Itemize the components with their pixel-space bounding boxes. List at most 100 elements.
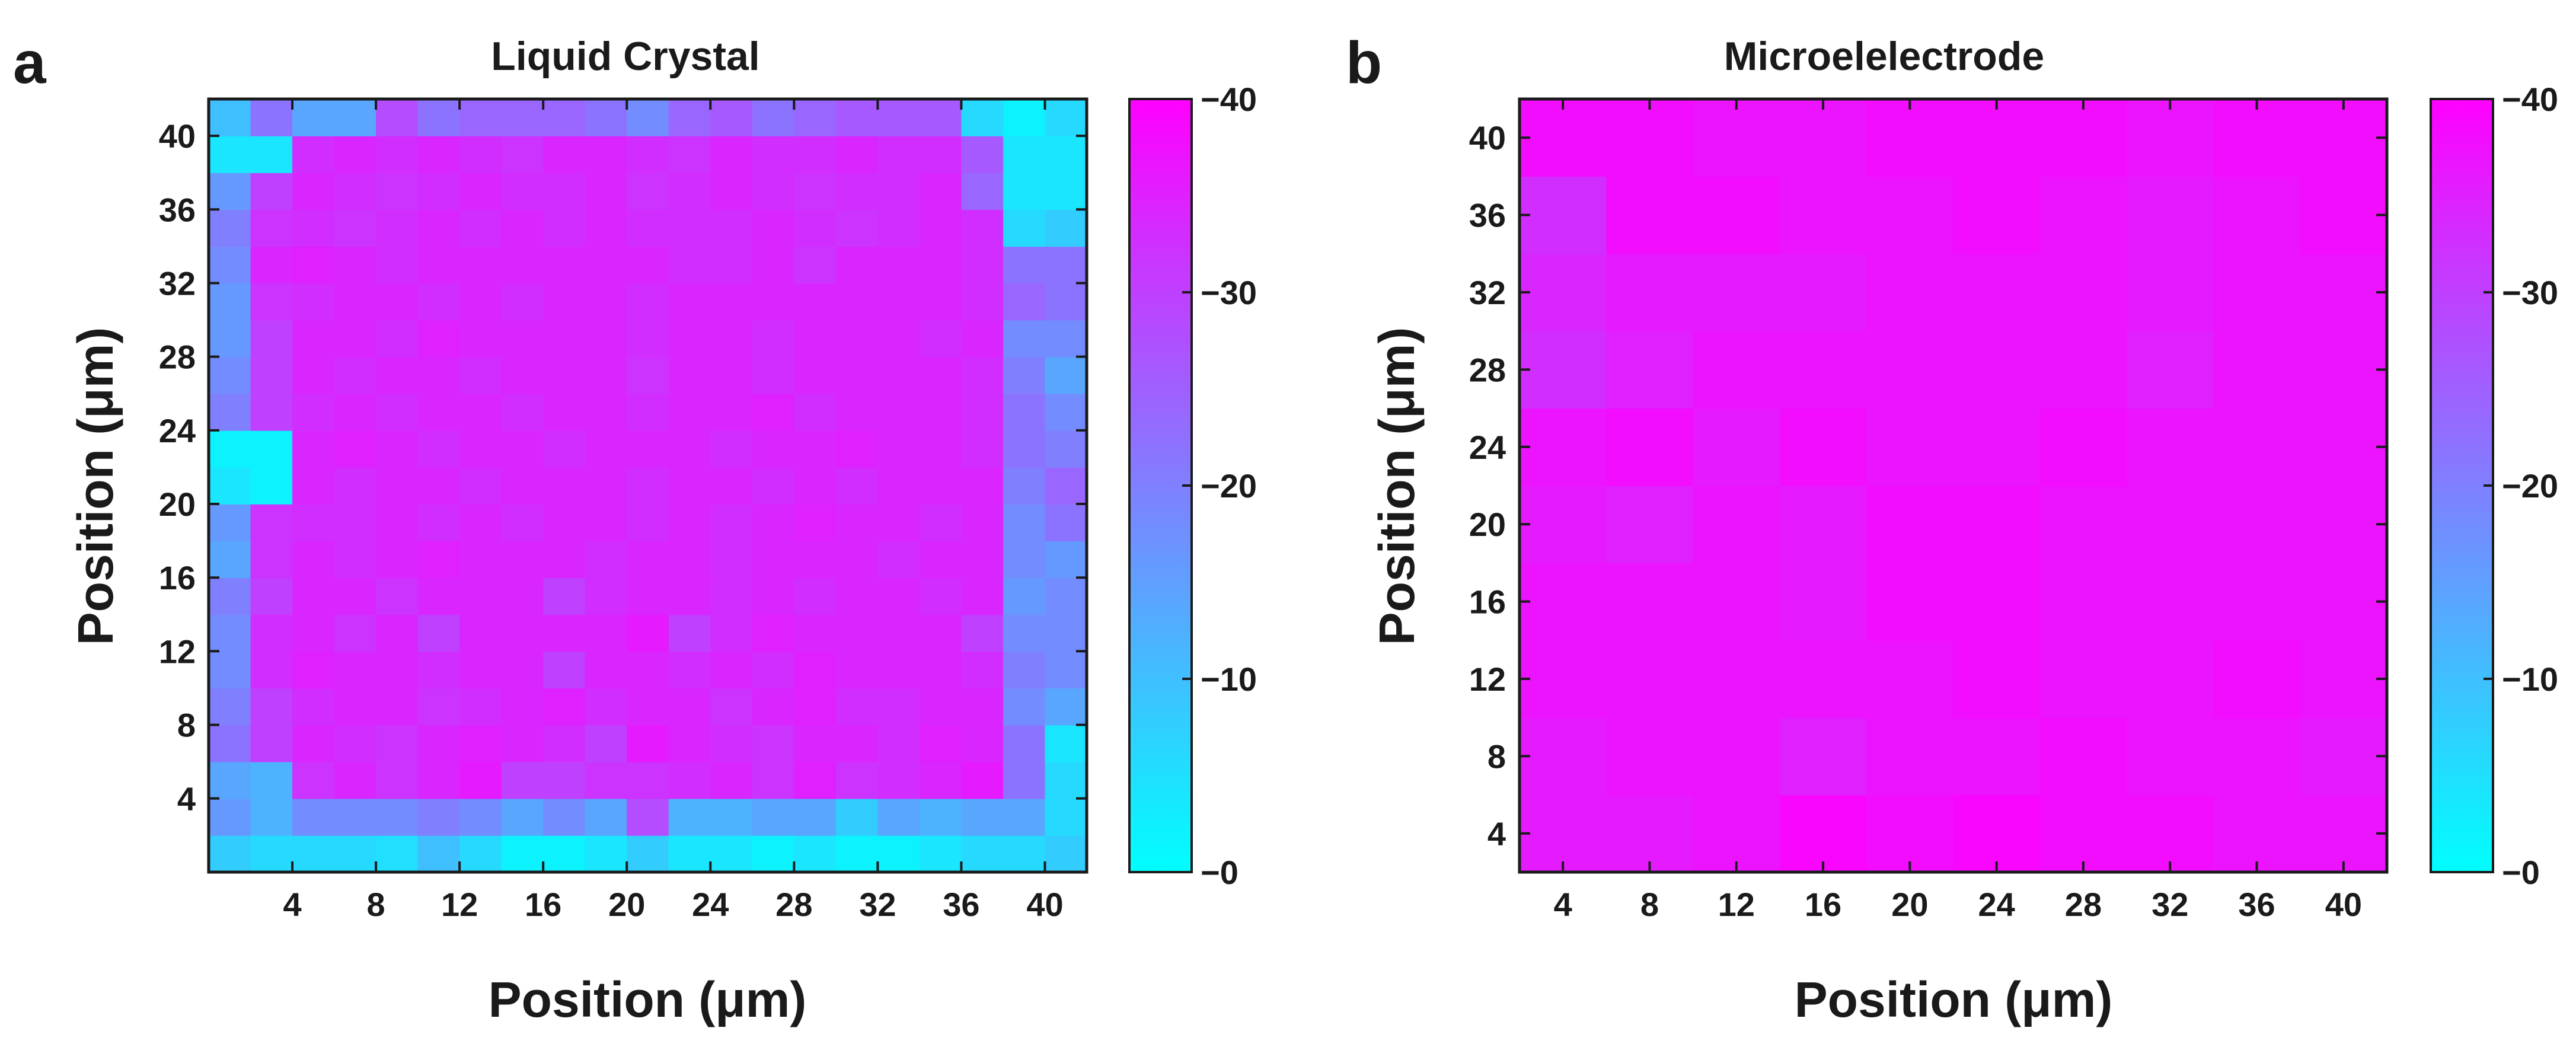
panel-a-y-tick-label: 40 (159, 117, 196, 155)
heatmap-cell (919, 651, 962, 689)
heatmap-cell (417, 467, 460, 505)
panel-b-y-tick-label: 32 (1469, 274, 1506, 311)
heatmap-cell (752, 320, 795, 357)
heatmap-cell (627, 173, 669, 210)
heatmap-cell (835, 356, 879, 394)
heatmap-cell (1953, 99, 2041, 177)
heatmap-cell (334, 614, 376, 652)
heatmap-cell (1953, 640, 2041, 718)
heatmap-cell (1520, 331, 1607, 409)
heatmap-cell (334, 688, 376, 726)
heatmap-cell (543, 430, 586, 468)
heatmap-cell (752, 283, 795, 321)
heatmap-cell (250, 430, 293, 468)
panel-b-colorbar-ticks (2484, 98, 2493, 873)
heatmap-cell (835, 577, 879, 615)
heatmap-cell (668, 798, 711, 836)
heatmap-cell (794, 320, 837, 357)
heatmap-cell (1003, 504, 1046, 541)
heatmap-cell (752, 393, 795, 431)
panel-a-x-tick-label: 4 (283, 886, 301, 923)
heatmap-cell (835, 541, 879, 579)
heatmap-cell (501, 283, 544, 321)
heatmap-cell (1953, 331, 2041, 409)
heatmap-cell (250, 798, 293, 836)
heatmap-cell (292, 209, 335, 247)
panel-b-y-tick-label: 20 (1469, 506, 1506, 543)
heatmap-cell (209, 724, 251, 762)
heatmap-cell (794, 246, 837, 284)
heatmap-cell (585, 173, 628, 210)
heatmap-cell (459, 320, 502, 357)
heatmap-cell (417, 393, 460, 431)
heatmap-cell (668, 541, 711, 579)
heatmap-cell (1045, 320, 1087, 357)
heatmap-cell (2127, 563, 2214, 641)
heatmap-cell (2127, 486, 2214, 564)
panel-a-y-tick-label: 12 (159, 633, 196, 670)
heatmap-cell (919, 99, 962, 136)
heatmap-cell (961, 393, 1004, 431)
heatmap-cell (2213, 408, 2301, 486)
heatmap-cell (835, 209, 879, 247)
heatmap-cell (1953, 794, 2041, 873)
heatmap-cell (668, 393, 711, 431)
heatmap-cell (250, 577, 293, 615)
heatmap-cell (668, 835, 711, 873)
heatmap-cell (627, 651, 669, 689)
heatmap-cell (417, 541, 460, 579)
heatmap-cell (835, 761, 879, 799)
heatmap-cell (250, 724, 293, 762)
heatmap-cell (292, 467, 335, 505)
panel-a-y-tick-label: 28 (159, 339, 196, 376)
heatmap-cell (417, 688, 460, 726)
panel-b-y-tick-label: 8 (1487, 738, 1506, 775)
heatmap-cell (209, 541, 251, 579)
heatmap-cell (543, 467, 586, 505)
heatmap-cell (1003, 651, 1046, 689)
heatmap-cell (2039, 253, 2127, 331)
heatmap-cell (250, 393, 293, 431)
heatmap-cell (585, 577, 628, 615)
heatmap-cell (961, 136, 1004, 173)
heatmap-cell (1045, 651, 1087, 689)
heatmap-cell (1779, 486, 1867, 564)
heatmap-cell (209, 504, 251, 541)
heatmap-cell (835, 136, 879, 173)
heatmap-cell (417, 651, 460, 689)
heatmap-cell (919, 798, 962, 836)
heatmap-cell (543, 798, 586, 836)
panel-a-colorbar-label: −40 (1201, 81, 1257, 118)
heatmap-cell (1045, 614, 1087, 652)
heatmap-cell (209, 614, 251, 652)
heatmap-cell (835, 173, 879, 210)
panel-a-y-axis-label: Position (μm) (68, 327, 123, 646)
heatmap-cell (376, 467, 419, 505)
heatmap-cell (334, 577, 376, 615)
heatmap-cell (752, 761, 795, 799)
heatmap-cell (835, 320, 879, 357)
heatmap-cell (334, 173, 376, 210)
panel-b-x-tick-label: 20 (1891, 886, 1928, 923)
heatmap-cell (1606, 640, 1694, 718)
heatmap-cell (752, 136, 795, 173)
heatmap-cell (877, 430, 920, 468)
heatmap-cell (376, 356, 419, 394)
heatmap-cell (794, 614, 837, 652)
heatmap-cell (668, 504, 711, 541)
heatmap-cell (585, 283, 628, 321)
heatmap-cell (2039, 331, 2127, 409)
heatmap-cell (1866, 717, 1954, 796)
heatmap-cell (710, 614, 753, 652)
heatmap-cell (209, 651, 251, 689)
heatmap-cell (417, 246, 460, 284)
heatmap-cell (710, 173, 753, 210)
heatmap-cell (376, 541, 419, 579)
heatmap-cell (585, 798, 628, 836)
heatmap-cell (961, 688, 1004, 726)
heatmap-cell (835, 835, 879, 873)
heatmap-cell (459, 541, 502, 579)
heatmap-cell (209, 761, 251, 799)
heatmap-cell (417, 356, 460, 394)
heatmap-cell (501, 798, 544, 836)
